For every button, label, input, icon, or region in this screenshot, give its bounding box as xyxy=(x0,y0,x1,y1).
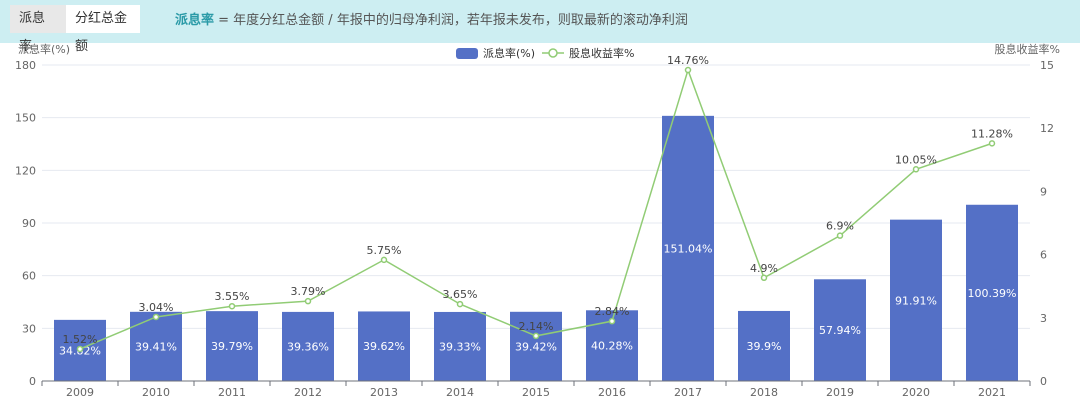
legend-line-label[interactable]: 股息收益率% xyxy=(569,46,634,60)
bar-value-label: 57.94% xyxy=(819,324,861,337)
x-tick-label: 2014 xyxy=(446,386,474,399)
x-tick-label: 2019 xyxy=(826,386,854,399)
bar-value-label: 151.04% xyxy=(664,242,713,255)
formula-description: 派息率 = 年度分红总金额 / 年报中的归母净利润，若年报未发布，则取最新的滚动… xyxy=(175,9,688,28)
formula-text: = 年度分红总金额 / 年报中的归母净利润，若年报未发布，则取最新的滚动净利润 xyxy=(214,13,688,28)
yield-value-label: 3.04% xyxy=(139,301,174,314)
yield-value-label: 2.14% xyxy=(519,320,554,333)
bar-value-label: 39.62% xyxy=(363,340,405,353)
yield-point[interactable] xyxy=(304,297,312,305)
x-tick-label: 2017 xyxy=(674,386,702,399)
y-right-tick-label: 3 xyxy=(1040,312,1047,325)
yield-value-label: 2.84% xyxy=(595,305,630,318)
yield-point[interactable] xyxy=(76,345,84,353)
y-left-tick-label: 0 xyxy=(29,375,36,388)
bar[interactable] xyxy=(814,279,866,381)
x-tick-label: 2012 xyxy=(294,386,322,399)
y-right-tick-label: 12 xyxy=(1040,122,1054,135)
x-tick-label: 2020 xyxy=(902,386,930,399)
y-right-tick-label: 15 xyxy=(1040,59,1054,72)
header-bar: 派息率 分红总金额 派息率 = 年度分红总金额 / 年报中的归母净利润，若年报未… xyxy=(0,0,1080,54)
yield-value-label: 5.75% xyxy=(367,244,402,257)
y-left-tick-label: 90 xyxy=(22,217,36,230)
x-tick-label: 2015 xyxy=(522,386,550,399)
bar[interactable] xyxy=(206,311,258,381)
x-tick-label: 2016 xyxy=(598,386,626,399)
bar-value-label: 91.91% xyxy=(895,294,937,307)
legend-bar-label[interactable]: 派息率(%) xyxy=(483,46,535,60)
x-tick-label: 2010 xyxy=(142,386,170,399)
tab-payout-ratio[interactable]: 派息率 xyxy=(10,5,66,54)
yield-value-label: 3.65% xyxy=(443,288,478,301)
bar-value-label: 39.9% xyxy=(747,340,782,353)
bar[interactable] xyxy=(282,311,334,381)
formula-term: 派息率 xyxy=(175,13,215,28)
y-left-tick-label: 60 xyxy=(22,270,36,283)
bar[interactable] xyxy=(434,311,486,381)
bar-value-label: 39.33% xyxy=(439,340,481,353)
x-tick-label: 2021 xyxy=(978,386,1006,399)
y-left-tick-label: 120 xyxy=(15,164,36,177)
y-left-axis-title: 派息率(%) xyxy=(18,43,70,56)
bar[interactable] xyxy=(890,219,942,381)
x-tick-label: 2013 xyxy=(370,386,398,399)
bar-value-label: 39.41% xyxy=(135,340,177,353)
y-right-tick-label: 9 xyxy=(1040,185,1047,198)
x-tick-label: 2011 xyxy=(218,386,246,399)
bar-value-label: 39.36% xyxy=(287,340,329,353)
yield-point[interactable] xyxy=(456,300,464,308)
yield-point[interactable] xyxy=(912,166,920,173)
yield-point[interactable] xyxy=(608,317,616,325)
y-right-tick-label: 6 xyxy=(1040,249,1047,262)
tab-total-dividend[interactable]: 分红总金额 xyxy=(66,5,140,54)
y-left-tick-label: 30 xyxy=(22,322,36,335)
x-tick-label: 2009 xyxy=(66,386,94,399)
yield-point[interactable] xyxy=(532,332,540,340)
yield-value-label: 3.55% xyxy=(215,290,250,303)
yield-value-label: 11.28% xyxy=(971,127,1013,140)
bar[interactable] xyxy=(662,115,714,382)
y-left-tick-label: 180 xyxy=(15,59,36,72)
yield-point[interactable] xyxy=(684,66,692,74)
bar[interactable] xyxy=(966,204,1018,381)
legend-line-marker[interactable] xyxy=(548,48,558,58)
dividend-chart: 34.82%39.41%39.79%39.36%39.62%39.33%39.4… xyxy=(15,43,1060,399)
bar-value-label: 39.79% xyxy=(211,340,253,353)
bar-value-label: 100.39% xyxy=(968,287,1017,300)
y-left-tick-label: 150 xyxy=(15,112,36,125)
yield-point[interactable] xyxy=(228,302,236,310)
yield-point[interactable] xyxy=(836,232,844,239)
bar-value-label: 40.28% xyxy=(591,340,633,353)
yield-value-label: 1.52% xyxy=(63,333,98,346)
yield-point[interactable] xyxy=(152,313,160,321)
bar[interactable] xyxy=(130,311,182,381)
yield-value-label: 10.05% xyxy=(895,153,937,166)
y-right-axis-title: 股息收益率% xyxy=(995,43,1060,56)
bar[interactable] xyxy=(358,311,410,381)
yield-value-label: 4.9% xyxy=(750,262,778,275)
legend-bar-swatch[interactable] xyxy=(456,48,478,59)
yield-point[interactable] xyxy=(760,274,768,282)
y-right-tick-label: 0 xyxy=(1040,375,1047,388)
bar[interactable] xyxy=(510,311,562,381)
x-tick-label: 2018 xyxy=(750,386,778,399)
bar-value-label: 39.42% xyxy=(515,340,557,353)
yield-value-label: 14.76% xyxy=(667,54,709,67)
yield-point[interactable] xyxy=(380,256,388,264)
bar[interactable] xyxy=(738,310,790,381)
yield-value-label: 6.9% xyxy=(826,220,854,233)
yield-value-label: 3.79% xyxy=(291,285,326,298)
yield-point[interactable] xyxy=(988,140,996,147)
